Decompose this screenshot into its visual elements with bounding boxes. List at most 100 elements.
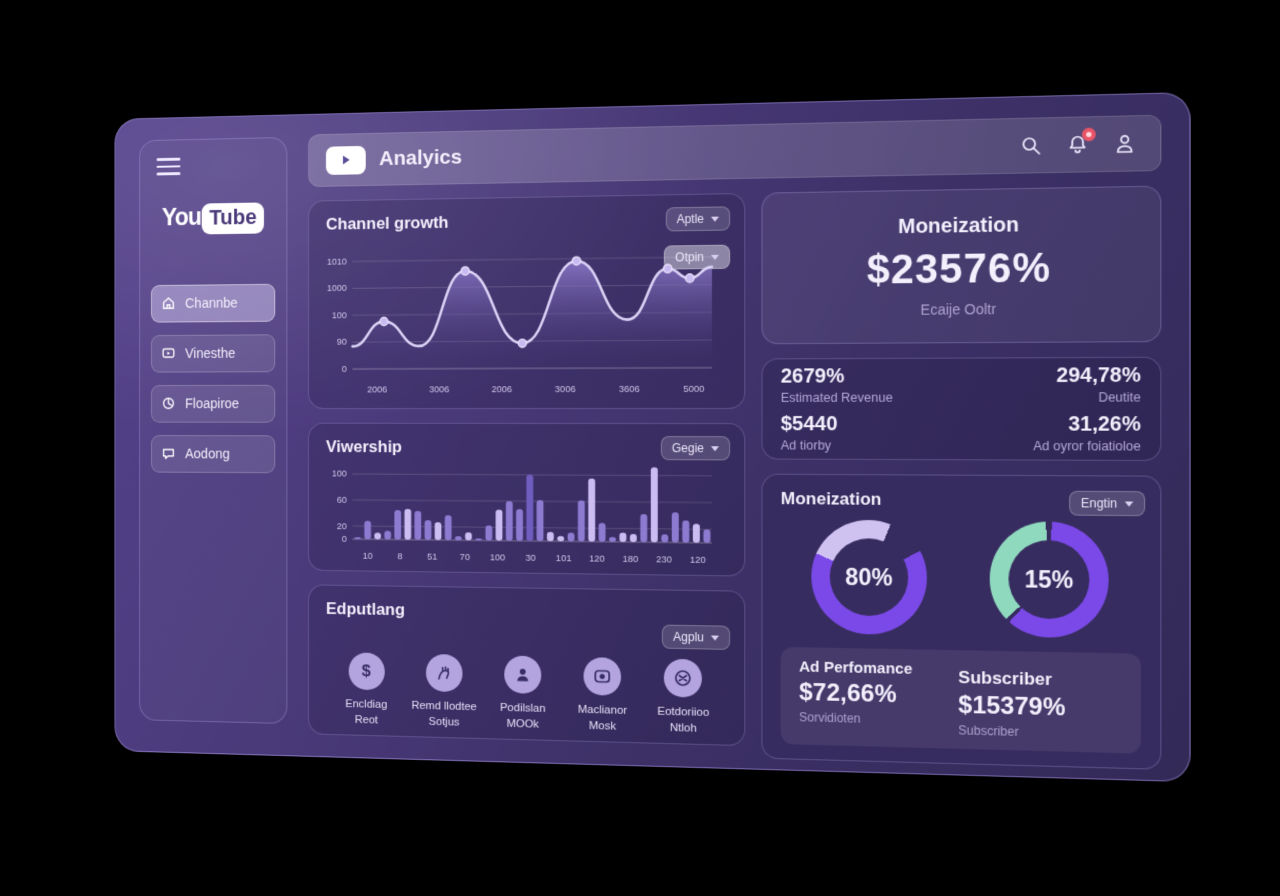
dashboard-panel: You Tube Channbe Vinesthe Floapiroe Aodo <box>114 91 1191 783</box>
svg-text:2006: 2006 <box>492 384 513 395</box>
monitor-icon <box>583 657 622 696</box>
svg-text:90: 90 <box>337 337 347 348</box>
bar <box>682 520 690 543</box>
svg-text:100: 100 <box>490 552 505 563</box>
feature-item-earnings[interactable]: $ Encldiag Reot <box>328 652 405 729</box>
ad-performance-donut: 80% <box>811 519 927 636</box>
svg-text:1000: 1000 <box>327 284 347 295</box>
dollar-icon: $ <box>348 652 385 691</box>
svg-text:3006: 3006 <box>429 384 449 395</box>
bar <box>661 534 669 543</box>
bar <box>546 531 554 542</box>
profile-icon[interactable] <box>1113 132 1137 155</box>
youtube-play-icon <box>325 145 366 175</box>
monetization-subtitle: Ecaije Ooltr <box>920 300 997 318</box>
bar <box>424 520 432 540</box>
svg-text:70: 70 <box>460 552 470 563</box>
sidebar-item-channel[interactable]: Channbe <box>151 283 276 323</box>
svg-text:1010: 1010 <box>327 257 347 268</box>
chevron-down-icon <box>710 216 719 222</box>
bar <box>384 530 392 540</box>
bar <box>610 537 617 543</box>
header-icons <box>1015 126 1141 164</box>
chart-icon <box>161 396 176 411</box>
svg-text:0: 0 <box>342 534 347 545</box>
bar <box>505 501 513 541</box>
bar <box>444 515 452 541</box>
notification-badge <box>1081 127 1096 142</box>
page-title: Analyics <box>379 145 462 171</box>
subscriber-donut: 15% <box>989 521 1109 639</box>
bar <box>364 520 371 540</box>
youtube-logo: You Tube <box>140 201 286 235</box>
chevron-down-icon <box>710 634 719 641</box>
feature-item-audience[interactable]: Podilslan MOOk <box>483 655 562 733</box>
card-title: Edputlang <box>325 599 405 620</box>
bar <box>526 474 534 541</box>
header-bar: Analyics <box>308 114 1162 188</box>
bar <box>434 522 442 541</box>
sidebar-item-label: Vinesthe <box>185 345 236 361</box>
bar <box>588 478 596 542</box>
search-icon[interactable] <box>1019 134 1042 157</box>
channel-growth-range-dropdown[interactable]: Aptle <box>665 206 731 232</box>
stat-ad-rate: 31,26% Ad oyror foiatioloe <box>1033 413 1141 454</box>
feature-item-revenue[interactable]: Remd llodtee Sotjus <box>405 653 483 732</box>
bar <box>354 537 362 540</box>
card-title: Moneization <box>898 213 1019 239</box>
bar <box>485 525 493 541</box>
sidebar-item-reports[interactable]: Floapiroe <box>151 384 276 423</box>
svg-text:100: 100 <box>332 469 347 480</box>
bar <box>692 523 700 543</box>
bar <box>394 510 402 540</box>
chevron-down-icon <box>1124 500 1134 507</box>
sidebar-item-videos[interactable]: Vinesthe <box>151 333 276 373</box>
breakdown-range-dropdown[interactable]: Engtin <box>1069 490 1146 517</box>
monetization-total-value: $23576% <box>866 245 1052 293</box>
home-icon <box>161 295 176 311</box>
bar <box>598 523 606 542</box>
logo-tube: Tube <box>201 201 265 234</box>
bar <box>567 532 575 542</box>
bar <box>495 509 503 541</box>
main-area: Analyics <box>308 114 1162 770</box>
stat-ad-tiorby: $5440 Ad tiorby <box>780 413 838 453</box>
bar <box>536 500 544 542</box>
channel-growth-card: Channel growth Aptle Otpin 1010 1000 100 90… <box>308 192 746 410</box>
sidebar-item-label: Channbe <box>185 294 238 311</box>
hand-icon <box>425 653 463 693</box>
ad-performance-stat: Ad Perfomance $72,66% Sorvidioten <box>799 658 913 726</box>
bar <box>374 532 382 540</box>
sidebar-item-comments[interactable]: Aodong <box>151 434 276 473</box>
features-range-dropdown[interactable]: Agplu <box>662 624 731 650</box>
bar <box>639 513 647 542</box>
monetization-hero-card: Moneization $23576% Ecaije Ooltr <box>761 185 1162 345</box>
donut-value: 80% <box>845 563 893 591</box>
viewership-card: Viwership Gegie 100 60 20 0 10 8 51 70 100 30 101 1… <box>308 422 746 577</box>
subscriber-stat: Subscriber $15379% Subscriber <box>958 667 1066 740</box>
chat-icon <box>161 446 176 461</box>
svg-text:180: 180 <box>623 554 639 565</box>
feature-item-monitor[interactable]: Maclianor Mosk <box>562 657 642 736</box>
svg-text:120: 120 <box>690 555 706 566</box>
stat-estimated-revenue: 2679% Estimated Revenue <box>780 365 893 405</box>
person-icon <box>504 655 542 694</box>
svg-text:20: 20 <box>337 521 347 532</box>
bar <box>650 467 658 543</box>
bar <box>671 512 679 543</box>
video-icon <box>161 346 176 361</box>
bar <box>454 536 462 541</box>
feature-item-editor[interactable]: Eotdoriioo Ntloh <box>643 658 724 737</box>
bar <box>465 532 472 541</box>
menu-icon[interactable] <box>156 157 181 175</box>
notification-bell-icon[interactable] <box>1066 127 1096 156</box>
svg-text:51: 51 <box>427 552 437 563</box>
sidebar-item-label: Aodong <box>185 445 230 462</box>
bar <box>577 500 585 542</box>
breakdown-stats-panel: Ad Perfomance $72,66% Sorvidioten Subscr… <box>780 646 1141 754</box>
svg-text:101: 101 <box>556 553 572 564</box>
feature-list: $ Encldiag Reot Remd llodtee Sotjus <box>326 652 726 738</box>
channel-growth-chart: 1010 1000 100 90 0 2006 3006 2006 3006 3606 5000 <box>327 249 728 395</box>
svg-text:5000: 5000 <box>683 384 704 395</box>
